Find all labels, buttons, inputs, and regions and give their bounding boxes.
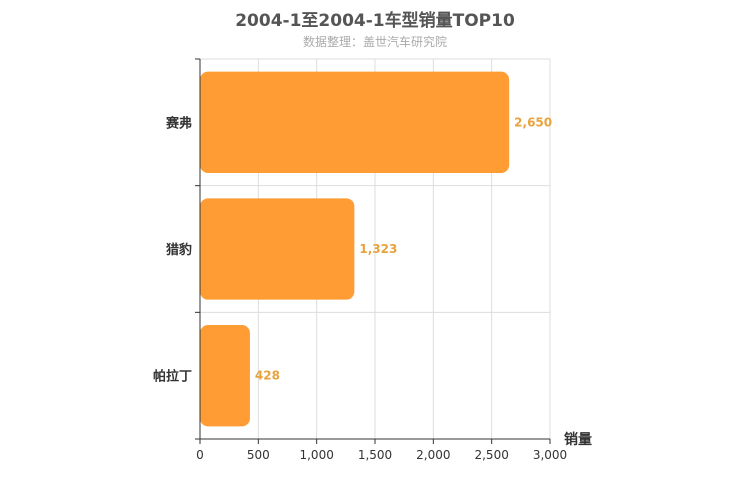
bar-帕拉丁	[200, 325, 250, 427]
category-label: 赛弗	[165, 115, 192, 131]
bar-赛弗	[200, 71, 510, 173]
x-tick-label: 2,000	[416, 448, 450, 462]
data-label: 428	[255, 369, 280, 383]
bar-猎豹	[200, 198, 355, 300]
category-label: 帕拉丁	[153, 369, 192, 385]
x-tick-label: 2,500	[474, 448, 508, 462]
x-tick-label: 0	[196, 448, 204, 462]
x-tick-label: 3,000	[533, 448, 567, 462]
chart-subtitle: 数据整理：盖世汽车研究院	[302, 35, 447, 49]
category-label: 猎豹	[166, 242, 192, 258]
x-tick-label: 1,500	[358, 448, 392, 462]
data-label: 1,323	[359, 242, 397, 256]
chart-title: 2004-1至2004-1车型销量TOP10	[235, 11, 515, 31]
x-tick-label: 500	[247, 448, 270, 462]
data-label: 2,650	[514, 115, 552, 129]
x-tick-label: 1,000	[299, 448, 333, 462]
x-axis-label: 销量	[564, 431, 592, 448]
